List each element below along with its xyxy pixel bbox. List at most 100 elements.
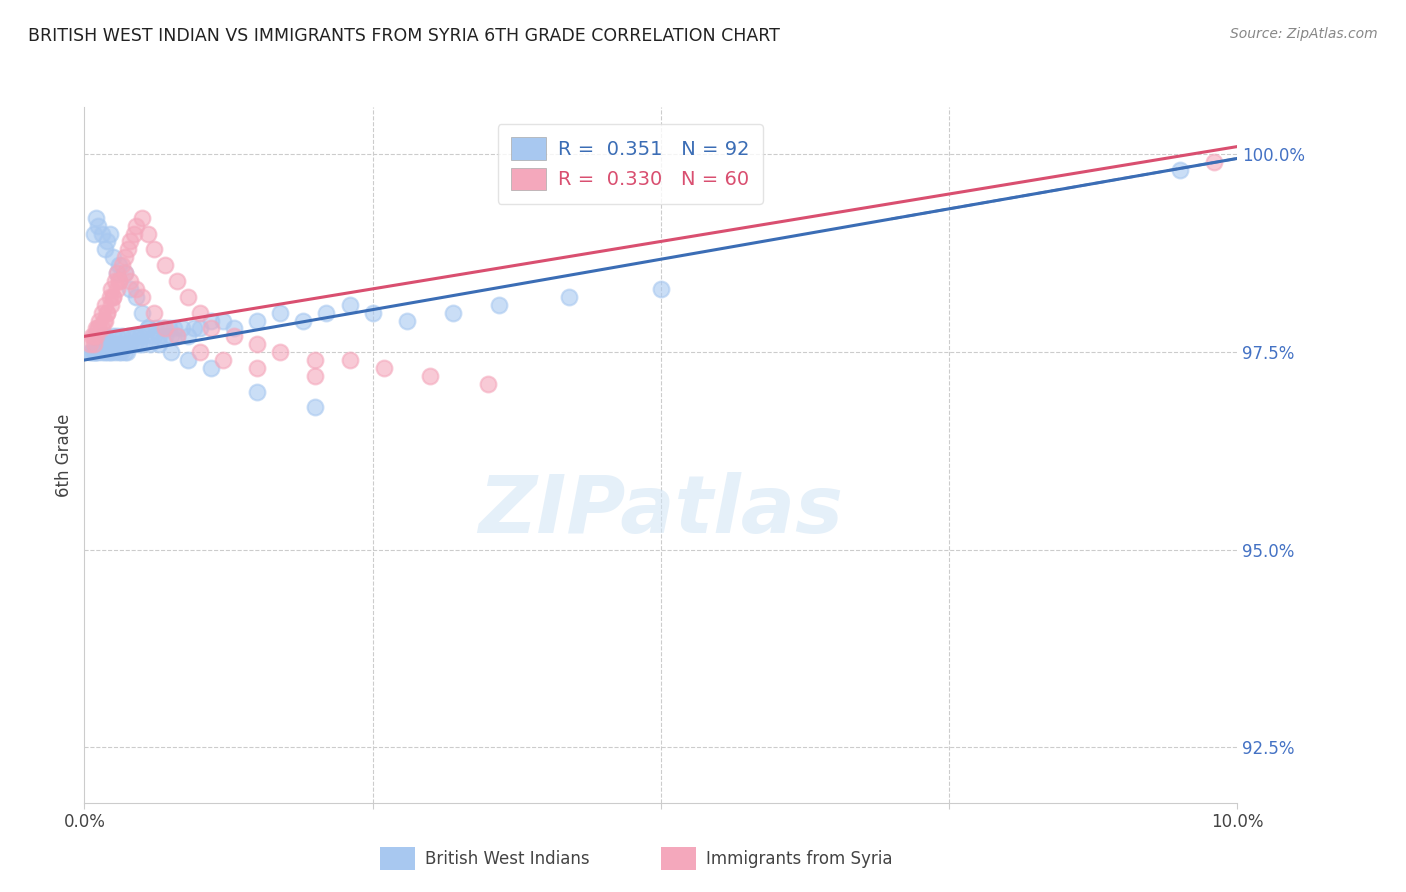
Point	[98, 227, 121, 241]
Point	[111, 337, 134, 351]
Text: ZIPatlas: ZIPatlas	[478, 472, 844, 549]
Point	[125, 219, 148, 233]
Point	[84, 211, 107, 225]
Point	[136, 321, 159, 335]
Point	[211, 353, 233, 368]
Point	[292, 313, 315, 327]
Point	[157, 321, 180, 335]
Point	[83, 337, 105, 351]
Point	[105, 266, 128, 280]
Point	[110, 345, 132, 359]
Point	[211, 313, 233, 327]
Point	[269, 345, 291, 359]
Point	[419, 368, 441, 383]
Point	[269, 305, 291, 319]
Point	[82, 345, 104, 359]
Point	[108, 258, 131, 272]
Point	[142, 305, 165, 319]
Point	[114, 337, 136, 351]
Point	[90, 345, 112, 359]
Point	[246, 313, 269, 327]
Point	[114, 266, 136, 280]
Point	[89, 337, 111, 351]
Point	[98, 345, 121, 359]
Point	[103, 329, 125, 343]
Point	[100, 282, 122, 296]
Text: BRITISH WEST INDIAN VS IMMIGRANTS FROM SYRIA 6TH GRADE CORRELATION CHART: BRITISH WEST INDIAN VS IMMIGRANTS FROM S…	[28, 27, 780, 45]
Point	[139, 337, 162, 351]
Point	[304, 401, 326, 415]
Legend: R =  0.351   N = 92, R =  0.330   N = 60: R = 0.351 N = 92, R = 0.330 N = 60	[498, 124, 763, 203]
Text: Source: ZipAtlas.com: Source: ZipAtlas.com	[1230, 27, 1378, 41]
Point	[120, 337, 142, 351]
Point	[188, 321, 211, 335]
Point	[148, 329, 170, 343]
Point	[84, 337, 107, 351]
Point	[131, 305, 153, 319]
Point	[246, 360, 269, 375]
Point	[94, 243, 117, 257]
Point	[136, 321, 159, 335]
Point	[83, 345, 105, 359]
Point	[153, 258, 176, 272]
Point	[131, 211, 153, 225]
Point	[105, 329, 128, 343]
Point	[89, 313, 111, 327]
Point	[172, 321, 194, 335]
Point	[477, 376, 499, 391]
Point	[117, 243, 139, 257]
Point	[160, 345, 183, 359]
Point	[115, 345, 138, 359]
Point	[105, 266, 128, 280]
Point	[93, 337, 115, 351]
Point	[94, 329, 117, 343]
Point	[224, 321, 246, 335]
Point	[90, 329, 112, 343]
Point	[98, 290, 121, 304]
Point	[153, 321, 176, 335]
Point	[246, 384, 269, 399]
Point	[103, 290, 125, 304]
Point	[103, 290, 125, 304]
Point	[163, 321, 186, 335]
Point	[120, 235, 142, 249]
Point	[224, 329, 246, 343]
Point	[136, 227, 159, 241]
Point	[177, 290, 200, 304]
Point	[111, 329, 134, 343]
Point	[142, 329, 165, 343]
Point	[96, 235, 118, 249]
Point	[188, 305, 211, 319]
Point	[121, 329, 143, 343]
Point	[100, 298, 122, 312]
Point	[96, 337, 118, 351]
Point	[108, 274, 131, 288]
Point	[339, 353, 361, 368]
Y-axis label: 6th Grade: 6th Grade	[55, 413, 73, 497]
Point	[125, 329, 148, 343]
Point	[83, 345, 105, 359]
Point	[1204, 155, 1226, 169]
Point	[166, 329, 188, 343]
Point	[105, 337, 128, 351]
Point	[441, 305, 464, 319]
Point	[488, 298, 510, 312]
Point	[108, 345, 131, 359]
Point	[87, 219, 110, 233]
Point	[114, 250, 136, 264]
Point	[94, 298, 117, 312]
Point	[104, 345, 127, 359]
Point	[160, 329, 183, 343]
Point	[83, 329, 105, 343]
Point	[315, 305, 337, 319]
Point	[650, 282, 672, 296]
Point	[111, 258, 134, 272]
Point	[114, 266, 136, 280]
Point	[361, 305, 384, 319]
Point	[87, 345, 110, 359]
Point	[373, 360, 395, 375]
Point	[131, 337, 153, 351]
Point	[96, 305, 118, 319]
Point	[96, 305, 118, 319]
Point	[396, 313, 419, 327]
